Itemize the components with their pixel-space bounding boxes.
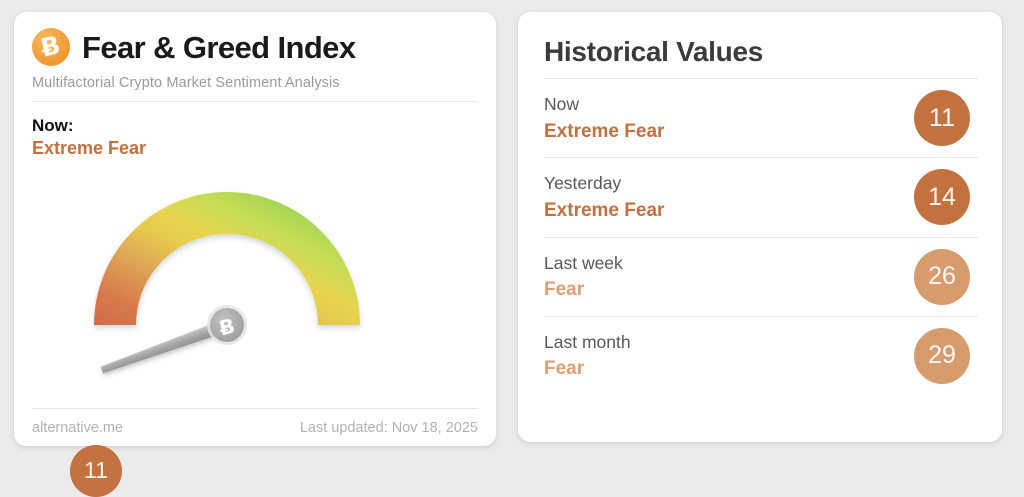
gauge-value-badge: 11 bbox=[70, 444, 122, 497]
bitcoin-glyph: Ƀ bbox=[38, 29, 64, 63]
fear-greed-gauge-card: Ƀ Fear & Greed Index Multifactorial Cryp… bbox=[14, 12, 496, 497]
history-value-text: 26 bbox=[928, 262, 956, 291]
gauge-value-text: 11 bbox=[84, 457, 108, 484]
dashboard-root: Ƀ Fear & Greed Index Multifactorial Cryp… bbox=[14, 12, 1002, 497]
history-value-text: 14 bbox=[928, 182, 956, 211]
history-period: Now bbox=[544, 94, 580, 114]
history-classification: Fear bbox=[544, 358, 585, 380]
history-classification: Fear bbox=[544, 279, 585, 301]
page-title: Fear & Greed Index bbox=[82, 29, 356, 65]
history-classification: Extreme Fear bbox=[544, 199, 665, 221]
history-period: Last month bbox=[544, 331, 631, 352]
source-label[interactable]: alternative.me bbox=[32, 420, 124, 436]
bitcoin-icon: Ƀ bbox=[32, 28, 70, 66]
gauge-arc bbox=[94, 191, 360, 325]
gauge-needle bbox=[100, 318, 230, 374]
last-updated-label: Last updated: Nov 18, 2025 bbox=[299, 420, 478, 436]
history-value-badge: 26 bbox=[914, 248, 970, 305]
page-subtitle: Multifactorial Crypto Market Sentiment A… bbox=[32, 75, 340, 91]
history-classification: Extreme Fear bbox=[544, 120, 665, 142]
now-label: Now: bbox=[32, 116, 74, 135]
footer-divider bbox=[32, 408, 478, 409]
history-value-badge: 11 bbox=[914, 90, 970, 147]
history-value-badge: 14 bbox=[914, 169, 970, 226]
now-classification: Extreme Fear bbox=[32, 137, 147, 158]
hub-bitcoin-glyph: Ƀ bbox=[217, 313, 237, 340]
now-block: Now: Extreme Fear bbox=[32, 115, 478, 160]
history-period: Last week bbox=[544, 252, 623, 273]
list-item: Yesterday Extreme Fear 14 bbox=[544, 157, 978, 236]
historical-values-card: Historical Values Now Extreme Fear 11 Ye… bbox=[518, 12, 1002, 442]
list-item: Last month Fear 29 bbox=[544, 315, 978, 395]
historical-values-title: Historical Values bbox=[544, 36, 764, 67]
list-item: Last week Fear 26 bbox=[544, 236, 978, 316]
fear-greed-gauge-chart: Ƀ bbox=[94, 191, 360, 374]
history-value-text: 11 bbox=[929, 103, 955, 132]
history-value-badge: 29 bbox=[914, 327, 970, 384]
list-item: Now Extreme Fear 11 bbox=[544, 78, 978, 157]
gauge-card-header: Ƀ Fear & Greed Index bbox=[32, 28, 478, 66]
header-divider bbox=[32, 101, 478, 102]
gauge-needle-hub: Ƀ bbox=[207, 304, 247, 345]
history-period: Yesterday bbox=[544, 173, 622, 194]
gauge-card-footer: alternative.me Last updated: Nov 18, 202… bbox=[32, 409, 478, 436]
gauge-area: Ƀ 11 bbox=[32, 162, 478, 497]
history-value-text: 29 bbox=[928, 341, 956, 370]
